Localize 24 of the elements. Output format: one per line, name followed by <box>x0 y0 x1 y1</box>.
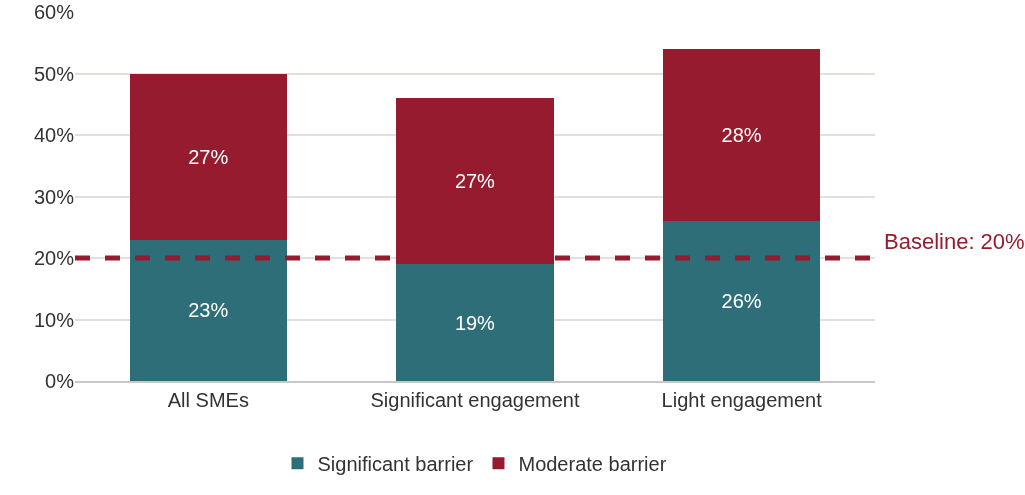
x-tick-label: Light engagement <box>661 389 823 411</box>
data-label: 28% <box>721 124 762 146</box>
y-tick-label: 10% <box>33 308 75 331</box>
y-tick-label: 40% <box>33 124 75 146</box>
data-label: 27% <box>188 145 229 168</box>
ref-line-label: Baseline: 20% <box>884 229 1025 254</box>
data-label: 23% <box>188 299 229 322</box>
y-tick-label: 60% <box>33 1 75 23</box>
data-label: 19% <box>454 311 496 334</box>
data-label: 26% <box>721 290 762 313</box>
data-label: 27% <box>454 170 496 193</box>
y-tick-label: 30% <box>33 185 75 208</box>
y-tick-label: 50% <box>33 62 75 85</box>
bar <box>663 221 821 381</box>
y-tick-label: 0% <box>45 370 75 392</box>
legend-label: Moderate barrier <box>518 453 667 476</box>
bar <box>129 239 287 381</box>
bar <box>396 264 554 381</box>
y-tick-label: 20% <box>33 247 75 269</box>
x-tick-label: All SMEs <box>167 389 249 411</box>
legend-label: Significant barrier <box>317 453 474 476</box>
bar <box>129 73 287 240</box>
x-tick-label: Significant engagement <box>370 389 580 411</box>
bar <box>663 48 821 222</box>
